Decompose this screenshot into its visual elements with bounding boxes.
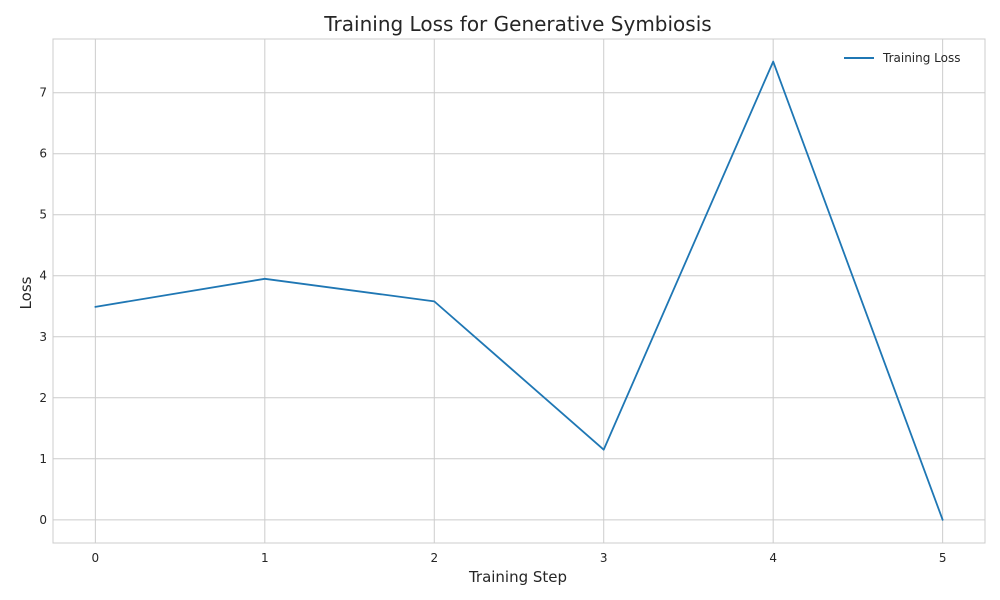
chart-title: Training Loss for Generative Symbiosis (323, 12, 711, 36)
y-tick-label: 0 (39, 513, 47, 527)
y-tick-label: 4 (39, 269, 47, 283)
x-tick-label: 2 (430, 551, 438, 565)
y-tick-label: 5 (39, 208, 47, 222)
y-axis-title: Loss (17, 276, 35, 309)
y-axis-ticks: 0 1 2 3 4 5 6 7 (39, 86, 47, 527)
legend: Training Loss (844, 51, 960, 65)
x-tick-label: 4 (769, 551, 777, 565)
x-tick-label: 0 (92, 551, 100, 565)
series-layer (94, 60, 944, 521)
y-tick-label: 7 (39, 86, 47, 100)
x-axis-title: Training Step (468, 568, 567, 586)
y-tick-label: 3 (39, 330, 47, 344)
y-tick-label: 2 (39, 391, 47, 405)
x-tick-label: 1 (261, 551, 269, 565)
grid (53, 39, 985, 543)
x-tick-label: 5 (939, 551, 947, 565)
legend-label: Training Loss (882, 51, 960, 65)
plot-frame (52, 38, 986, 544)
y-tick-label: 1 (39, 452, 47, 466)
y-tick-label: 6 (39, 147, 47, 161)
x-axis-ticks: 0 1 2 3 4 5 (92, 551, 947, 565)
series-line-training-loss (94, 60, 944, 521)
x-tick-label: 3 (600, 551, 608, 565)
